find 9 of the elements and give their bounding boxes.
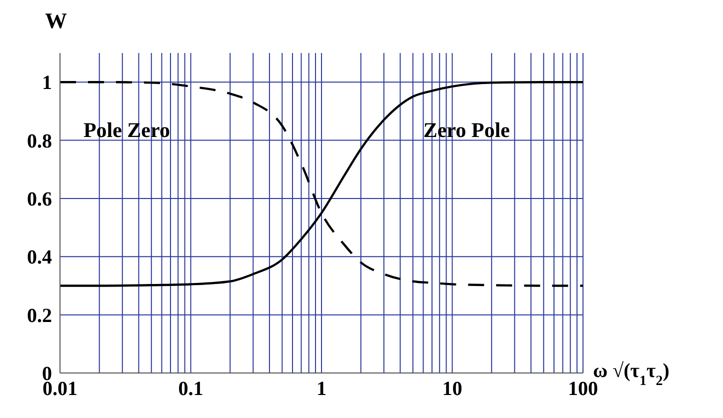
y-tick-label: 0.8 [27, 130, 52, 152]
x-tick-label: 10 [442, 378, 462, 400]
y-axis-title: W [45, 8, 67, 33]
y-tick-label: 0.4 [27, 246, 52, 269]
y-tick-label: 1 [42, 72, 52, 94]
y-tick-label: 0.6 [27, 188, 52, 211]
x-tick-label: 1 [316, 378, 326, 400]
x-tick-label: 0.1 [178, 378, 204, 400]
y-tick-label: 0.2 [27, 304, 52, 327]
